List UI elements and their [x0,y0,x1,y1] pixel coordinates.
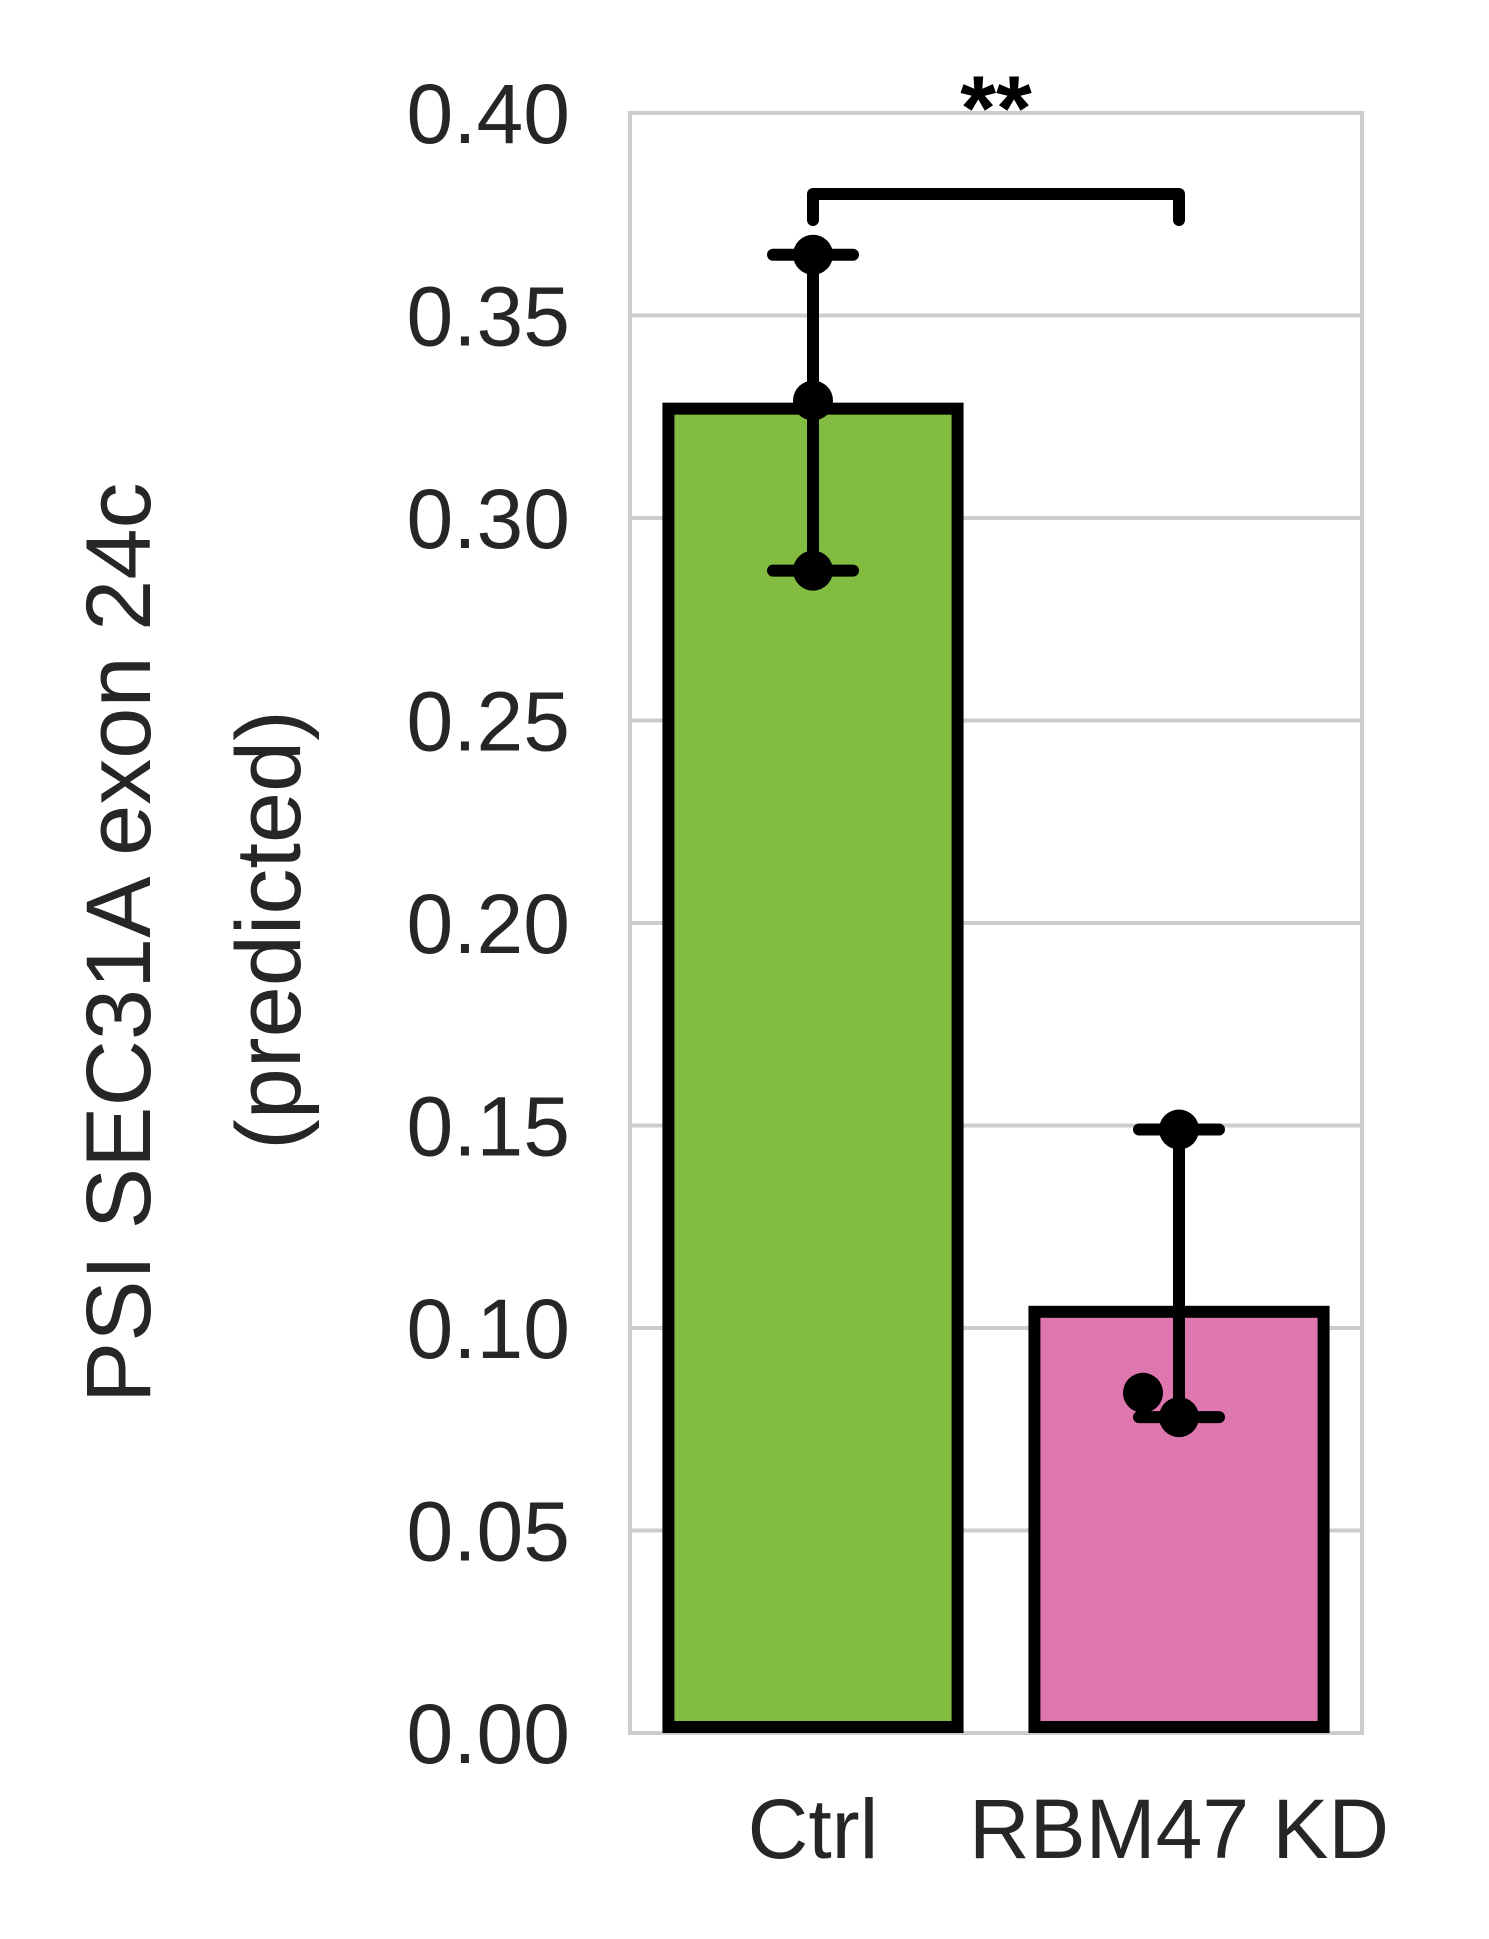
y-tick-label: 0.15 [407,1080,571,1174]
y-tick-label: 0.30 [407,472,571,566]
x-category-labels: Ctrl RBM47 KD [748,1782,1389,1876]
bars [662,402,1330,1734]
y-tick-label: 0.40 [407,67,571,161]
data-point [793,550,833,591]
data-point [793,234,833,275]
plot-frame [628,111,1364,1735]
y-axis-title-line1: PSI SEC31A exon 24c [68,482,170,1403]
significance-bracket [807,188,1185,226]
y-tick-label: 0.05 [407,1485,571,1579]
x-category-label: RBM47 KD [969,1782,1389,1876]
y-tick-labels: 0.00 0.05 0.10 0.15 0.20 0.25 0.30 0.35 0.40 [407,67,571,1781]
data-point [793,380,833,421]
y-axis-title: PSI SEC31A exon 24c (predicted) [68,457,320,1403]
y-tick-label: 0.20 [407,877,571,971]
significance-annotation: ** [807,58,1185,226]
y-tick-label: 0.25 [407,675,571,769]
data-point [1159,1109,1199,1150]
data-points [793,234,1199,1438]
y-tick-label: 0.35 [407,270,571,364]
bar [662,402,964,1733]
y-tick-label: 0.10 [407,1282,571,1376]
y-axis-title-line2: (predicted) [218,710,320,1150]
x-category-label: Ctrl [748,1782,879,1876]
data-point [1159,1397,1199,1438]
significance-label: ** [960,58,1032,160]
y-tick-label: 0.00 [407,1687,571,1781]
data-point [1123,1372,1163,1413]
